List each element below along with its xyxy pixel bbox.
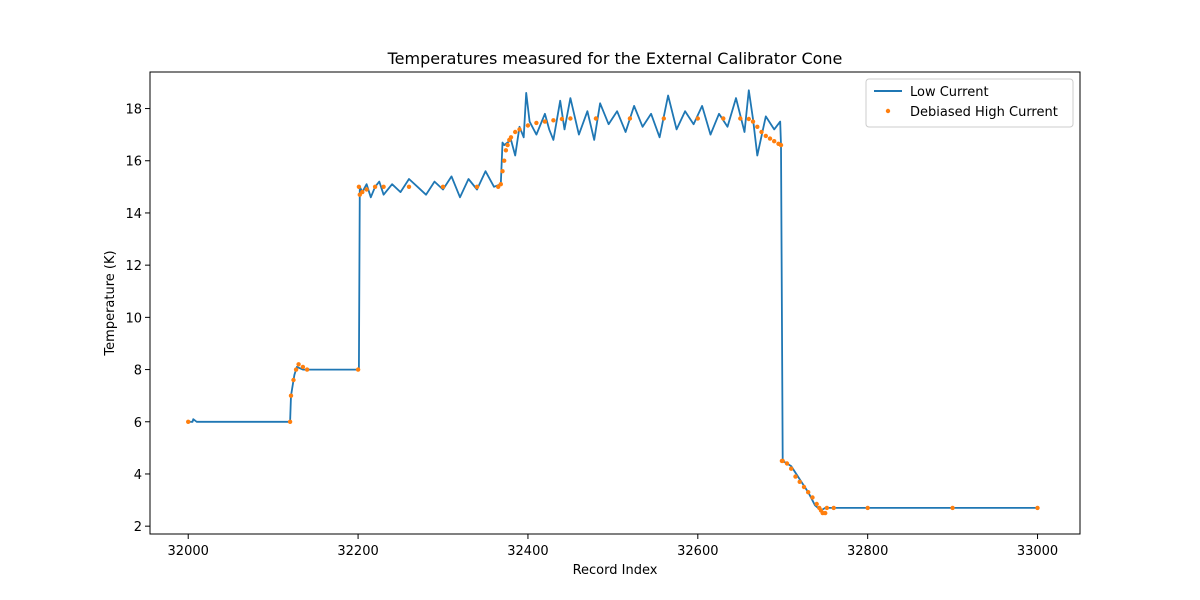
scatter-point — [627, 116, 633, 121]
scatter-point — [406, 184, 412, 189]
scatter-point — [355, 367, 361, 372]
x-axis-label: Record Index — [573, 563, 658, 578]
scatter-point — [287, 419, 293, 424]
scatter-point — [508, 135, 514, 140]
y-tick-label: 18 — [125, 103, 142, 118]
scatter-point — [296, 362, 301, 367]
scatter-point — [503, 148, 509, 153]
scatter-point — [746, 116, 751, 122]
y-tick-label: 10 — [125, 311, 142, 326]
scatter-point — [661, 116, 666, 121]
plot-data-layer — [186, 89, 1040, 516]
scatter-point — [593, 116, 599, 121]
scatter-point — [500, 169, 505, 174]
scatter-point — [293, 367, 299, 372]
scatter-point — [823, 510, 828, 516]
legend-box — [865, 78, 1074, 128]
x-tick-label: 33000 — [1017, 544, 1058, 559]
scatter-point — [356, 184, 362, 189]
scatter-point — [505, 142, 510, 148]
y-tick-label: 4 — [134, 468, 142, 483]
scatter-point — [364, 187, 369, 192]
y-tick-label: 2 — [134, 520, 142, 535]
plot-frame — [149, 71, 1081, 535]
scatter-point — [806, 490, 811, 495]
scatter-point — [440, 184, 446, 189]
scatter-point — [502, 158, 507, 163]
scatter-point — [789, 466, 794, 471]
scatter-point — [755, 124, 760, 129]
scatter-point — [695, 116, 700, 121]
y-tick-label: 14 — [125, 207, 142, 222]
scatter-point — [738, 116, 743, 121]
y-tick-label: 6 — [134, 416, 142, 431]
scatter-point — [780, 458, 785, 464]
scatter-point — [304, 367, 310, 372]
chart-title: Temperatures measured for the External C… — [387, 49, 843, 68]
scatter-point — [551, 118, 556, 123]
scatter-point — [801, 484, 807, 490]
scatter-point — [517, 127, 522, 132]
x-tick-label: 32200 — [337, 544, 378, 559]
scatter-point — [750, 119, 756, 124]
y-axis-label: Temperature (K) — [103, 250, 118, 356]
scatter-point — [831, 505, 836, 511]
x-tick-label: 32400 — [507, 544, 548, 559]
scatter-point — [1035, 505, 1040, 511]
scatter-point — [865, 505, 870, 511]
scatter-point — [568, 116, 573, 121]
scatter-point — [474, 184, 480, 189]
scatter-point — [542, 119, 548, 124]
scatter-point — [525, 123, 531, 128]
x-tick-label: 32600 — [677, 544, 718, 559]
scatter-point — [797, 479, 802, 484]
scatter-point — [950, 505, 955, 511]
legend-dot-swatch — [885, 108, 891, 114]
scatter-point — [288, 393, 294, 398]
scatter-point — [559, 116, 565, 122]
y-tick-label: 16 — [125, 155, 142, 170]
scatter-point — [824, 505, 830, 511]
x-tick-label: 32800 — [847, 544, 888, 559]
plot-area — [150, 72, 1080, 534]
scatter-point — [759, 129, 764, 135]
legend: Low Current Debiased High Current — [865, 78, 1074, 128]
legend-label-low-current: Low Current — [910, 85, 989, 100]
scatter-point — [381, 184, 386, 189]
y-tick-label: 12 — [125, 259, 142, 274]
scatter-point — [721, 116, 726, 121]
scatter-point — [513, 129, 518, 135]
scatter-point — [767, 136, 773, 141]
scatter-point — [778, 142, 784, 148]
scatter-point — [534, 120, 539, 126]
x-tick-label: 32000 — [168, 544, 209, 559]
scatter-point — [360, 189, 365, 195]
y-tick-label: 8 — [134, 364, 142, 379]
scatter-point — [300, 364, 306, 370]
scatter-point — [763, 133, 768, 139]
x-axis: 32000 32200 32400 32600 32800 33000 — [168, 534, 1058, 559]
y-axis: 2 4 6 8 10 12 14 16 18 — [125, 103, 150, 535]
scatter-point — [810, 495, 815, 500]
scatter-point — [772, 139, 777, 144]
scatter-point — [186, 419, 191, 424]
scatter-point — [784, 461, 790, 466]
scatter-point — [498, 182, 503, 187]
scatter-point — [793, 474, 798, 479]
scatter-point — [814, 501, 819, 507]
legend-label-debiased-high-current: Debiased High Current — [910, 105, 1058, 120]
scatter-point — [291, 377, 296, 383]
scatter-point — [372, 184, 378, 189]
